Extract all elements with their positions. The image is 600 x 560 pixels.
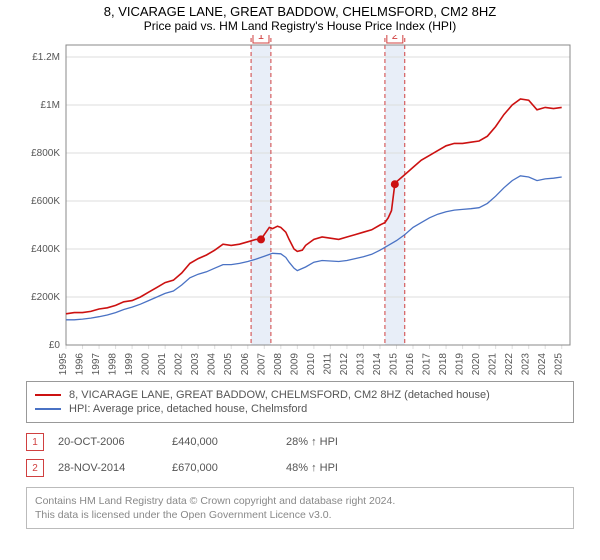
svg-text:2025: 2025 xyxy=(554,353,565,375)
svg-text:1: 1 xyxy=(258,35,264,42)
event-delta: 48% ↑ HPI xyxy=(286,462,386,474)
footer-attribution: Contains HM Land Registry data © Crown c… xyxy=(26,487,574,529)
event-delta: 28% ↑ HPI xyxy=(286,436,386,448)
svg-text:£0: £0 xyxy=(49,340,61,351)
svg-text:2018: 2018 xyxy=(438,353,449,375)
svg-text:2014: 2014 xyxy=(372,353,383,375)
footer-line2: This data is licensed under the Open Gov… xyxy=(35,508,565,522)
event-badge-2: 2 xyxy=(26,459,44,477)
legend-label-1: HPI: Average price, detached house, Chel… xyxy=(69,403,307,415)
svg-text:2004: 2004 xyxy=(207,353,218,375)
svg-text:2001: 2001 xyxy=(157,353,168,375)
svg-text:2: 2 xyxy=(392,35,398,42)
svg-text:2024: 2024 xyxy=(537,353,548,375)
svg-text:2011: 2011 xyxy=(322,353,333,375)
svg-text:2010: 2010 xyxy=(306,353,317,375)
svg-text:£200K: £200K xyxy=(31,292,60,303)
svg-text:1997: 1997 xyxy=(91,353,102,375)
legend-swatch-0 xyxy=(35,394,61,396)
svg-text:£1.2M: £1.2M xyxy=(32,52,60,63)
svg-text:2003: 2003 xyxy=(190,353,201,375)
events-table: 1 20-OCT-2006 £440,000 28% ↑ HPI 2 28-NO… xyxy=(26,429,574,481)
svg-text:2016: 2016 xyxy=(405,353,416,375)
svg-text:2009: 2009 xyxy=(289,353,300,375)
legend-label-0: 8, VICARAGE LANE, GREAT BADDOW, CHELMSFO… xyxy=(69,389,490,401)
svg-text:2023: 2023 xyxy=(521,353,532,375)
svg-text:£400K: £400K xyxy=(31,244,60,255)
svg-text:2017: 2017 xyxy=(422,353,433,375)
svg-text:2000: 2000 xyxy=(141,353,152,375)
legend: 8, VICARAGE LANE, GREAT BADDOW, CHELMSFO… xyxy=(26,381,574,423)
svg-text:£800K: £800K xyxy=(31,148,60,159)
svg-text:2012: 2012 xyxy=(339,353,350,375)
svg-text:£600K: £600K xyxy=(31,196,60,207)
svg-text:1999: 1999 xyxy=(124,353,135,375)
svg-text:1998: 1998 xyxy=(108,353,119,375)
svg-text:2005: 2005 xyxy=(223,353,234,375)
svg-text:2020: 2020 xyxy=(471,353,482,375)
legend-swatch-1 xyxy=(35,408,61,410)
svg-text:2019: 2019 xyxy=(455,353,466,375)
svg-text:2021: 2021 xyxy=(488,353,499,375)
svg-text:2015: 2015 xyxy=(388,353,399,375)
legend-row: HPI: Average price, detached house, Chel… xyxy=(35,402,565,416)
price-chart: £0 £200K £400K £600K £800K £1M £1.2M 1995 1996 19… xyxy=(20,35,580,375)
svg-text:2007: 2007 xyxy=(256,353,267,375)
svg-text:2013: 2013 xyxy=(355,353,366,375)
event-price: £670,000 xyxy=(172,462,272,474)
title-block: 8, VICARAGE LANE, GREAT BADDOW, CHELMSFO… xyxy=(0,0,600,35)
svg-text:2022: 2022 xyxy=(504,353,515,375)
svg-text:1995: 1995 xyxy=(58,353,69,375)
title-line2: Price paid vs. HM Land Registry's House … xyxy=(0,19,600,33)
svg-text:2002: 2002 xyxy=(174,353,185,375)
event-row: 1 20-OCT-2006 £440,000 28% ↑ HPI xyxy=(26,429,574,455)
legend-row: 8, VICARAGE LANE, GREAT BADDOW, CHELMSFO… xyxy=(35,388,565,402)
chart-svg: £0 £200K £400K £600K £800K £1M £1.2M 1995 1996 19… xyxy=(20,35,580,375)
event-date: 28-NOV-2014 xyxy=(58,462,158,474)
event-row: 2 28-NOV-2014 £670,000 48% ↑ HPI xyxy=(26,455,574,481)
footer-line1: Contains HM Land Registry data © Crown c… xyxy=(35,494,565,508)
event-badge-1: 1 xyxy=(26,433,44,451)
event-date: 20-OCT-2006 xyxy=(58,436,158,448)
svg-text:2006: 2006 xyxy=(240,353,251,375)
event-price: £440,000 xyxy=(172,436,272,448)
title-line1: 8, VICARAGE LANE, GREAT BADDOW, CHELMSFO… xyxy=(0,4,600,19)
svg-text:£1M: £1M xyxy=(41,100,60,111)
svg-text:1996: 1996 xyxy=(75,353,86,375)
svg-text:2008: 2008 xyxy=(273,353,284,375)
